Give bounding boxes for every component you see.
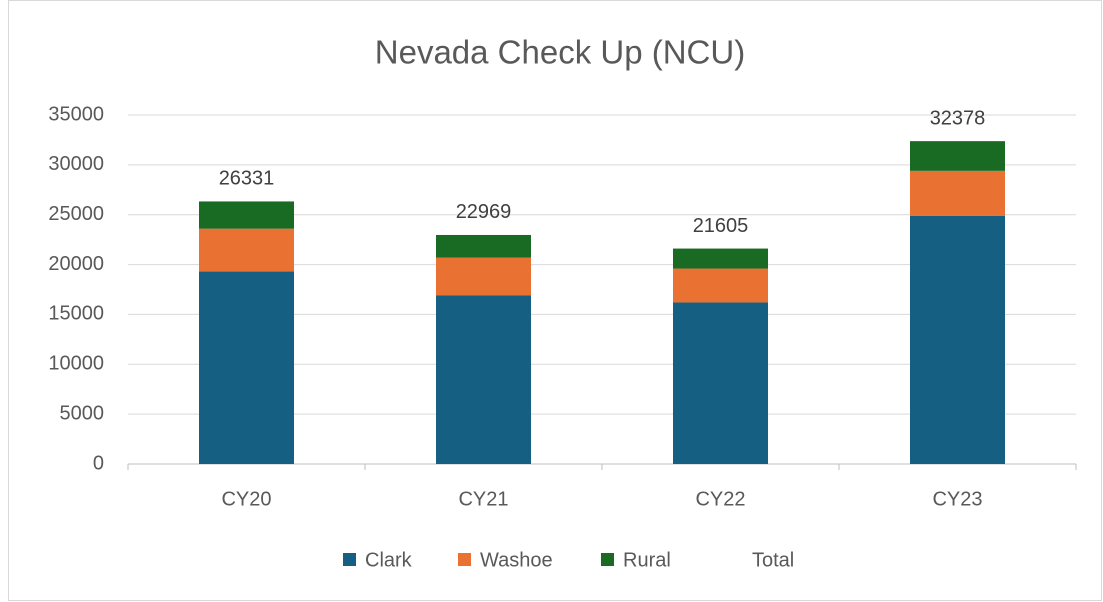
bar-segment bbox=[673, 302, 768, 464]
legend-swatch bbox=[601, 553, 614, 566]
legend-label: Washoe bbox=[480, 549, 553, 571]
chart-title: Nevada Check Up (NCU) bbox=[375, 34, 745, 71]
y-tick-label: 5000 bbox=[60, 402, 105, 424]
legend-label: Rural bbox=[623, 549, 671, 571]
bar-segment bbox=[199, 271, 294, 464]
legend-swatch bbox=[458, 553, 471, 566]
y-tick-label: 0 bbox=[93, 452, 104, 474]
y-tick-label: 10000 bbox=[48, 353, 104, 375]
data-label: 21605 bbox=[693, 215, 749, 237]
data-label: 26331 bbox=[219, 168, 275, 190]
y-tick-label: 15000 bbox=[48, 303, 104, 325]
bar-segment bbox=[673, 268, 768, 303]
x-tick-label: CY21 bbox=[458, 488, 508, 510]
y-tick-label: 25000 bbox=[48, 203, 104, 225]
bar-segment bbox=[910, 141, 1005, 171]
x-tick-label: CY23 bbox=[932, 488, 982, 510]
x-tick-label: CY20 bbox=[221, 488, 271, 510]
bar-segment bbox=[436, 234, 531, 258]
bar-segment bbox=[199, 228, 294, 272]
legend-label: Clark bbox=[365, 549, 413, 571]
bar-segment bbox=[199, 201, 294, 229]
bar-segment bbox=[910, 170, 1005, 216]
data-label: 22969 bbox=[456, 201, 512, 223]
data-label: 32378 bbox=[930, 107, 986, 129]
legend-label: Total bbox=[752, 549, 794, 571]
bar-segment bbox=[910, 215, 1005, 464]
bar-segment bbox=[436, 257, 531, 296]
bar-segment bbox=[673, 248, 768, 269]
y-tick-label: 35000 bbox=[48, 103, 104, 125]
legend-swatch bbox=[343, 553, 356, 566]
x-tick-label: CY22 bbox=[695, 488, 745, 510]
y-tick-label: 30000 bbox=[48, 153, 104, 175]
y-tick-label: 20000 bbox=[48, 253, 104, 275]
bar-segment bbox=[436, 295, 531, 464]
